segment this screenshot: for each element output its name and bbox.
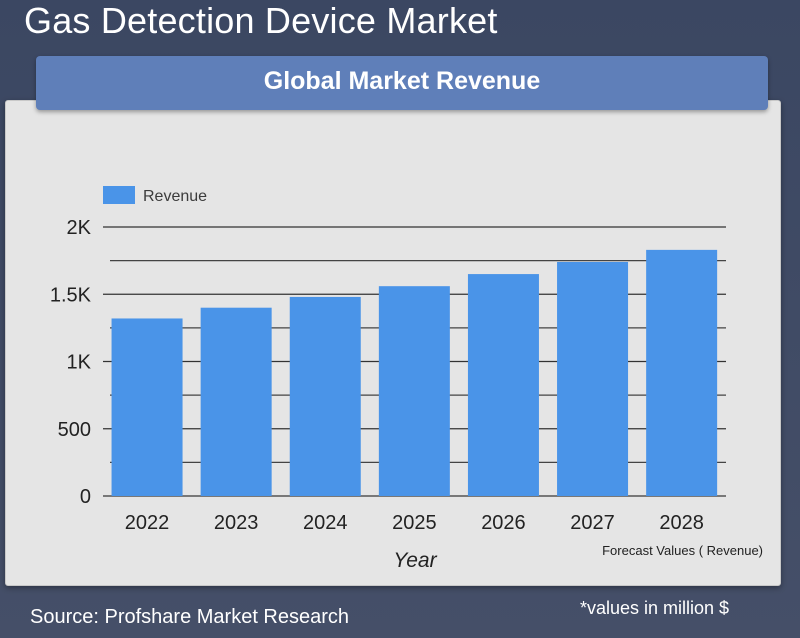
y-tick-label: 500 (58, 419, 91, 441)
y-tick-label: 2K (67, 217, 92, 239)
legend-label: Revenue (143, 188, 207, 205)
bars (111, 249, 718, 496)
y-tick-labels: 0 500 1K 1.5K 2K (50, 217, 92, 508)
x-tick-label: 2028 (659, 512, 704, 534)
y-tick-label: 0 (80, 486, 91, 508)
bar-2023 (200, 307, 272, 496)
y-tick-label: 1K (67, 352, 92, 374)
x-tick-labels: 2022 2023 2024 2025 2026 2027 2028 (125, 512, 704, 534)
chart-banner: Global Market Revenue (36, 56, 768, 110)
x-tick-label: 2026 (481, 512, 526, 534)
page-title: Gas Detection Device Market (24, 0, 498, 41)
x-axis-title: Year (393, 549, 437, 572)
legend-swatch (103, 186, 135, 204)
forecast-annotation: Forecast Values ( Revenue) (602, 543, 763, 558)
bar-2022 (111, 318, 183, 496)
bar-2026 (467, 274, 539, 496)
units-note: *values in million $ (580, 598, 730, 618)
x-tick-label: 2022 (125, 512, 170, 534)
legend: Revenue (103, 186, 207, 205)
x-tick-label: 2024 (303, 512, 348, 534)
y-tick-label: 1.5K (50, 284, 92, 306)
x-tick-label: 2023 (214, 512, 259, 534)
x-tick-label: 2027 (570, 512, 615, 534)
bar-2025 (378, 286, 450, 496)
bar-2028 (646, 249, 718, 496)
x-tick-label: 2025 (392, 512, 437, 534)
source-text: Source: Profshare Market Research (30, 606, 350, 628)
bar-2027 (557, 261, 629, 496)
bar-2024 (289, 296, 361, 496)
